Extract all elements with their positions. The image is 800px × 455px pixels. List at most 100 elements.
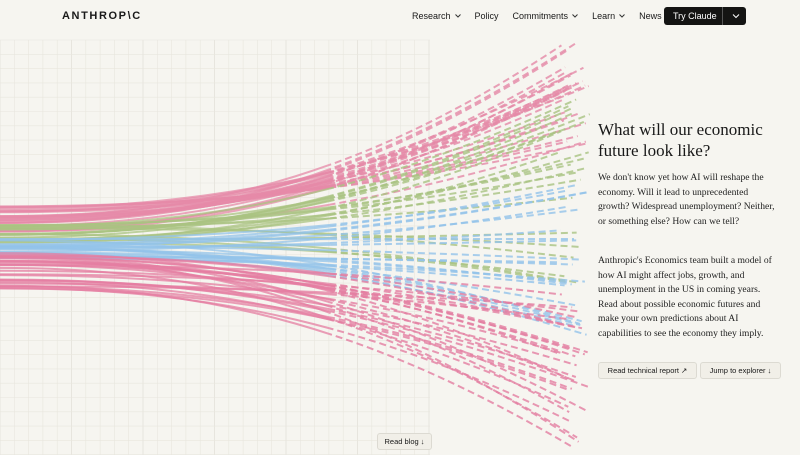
scenario-line bbox=[330, 44, 562, 166]
scenario-line bbox=[330, 265, 565, 287]
scenario-line bbox=[330, 257, 562, 264]
scenario-line bbox=[0, 254, 330, 278]
nav-item[interactable]: News bbox=[639, 11, 662, 21]
scenario-line bbox=[330, 122, 587, 187]
try-claude-button[interactable]: Try Claude bbox=[664, 7, 746, 25]
scenario-line bbox=[0, 199, 330, 239]
nav-link[interactable]: News bbox=[639, 11, 662, 21]
hero-paragraph: We don't know yet how AI will reshape th… bbox=[598, 172, 775, 227]
scenario-line bbox=[330, 249, 582, 261]
scenario-line bbox=[0, 176, 330, 219]
scenario-line bbox=[0, 171, 330, 212]
scenario-line bbox=[330, 135, 578, 187]
scenario-line bbox=[0, 233, 330, 247]
scenario-line bbox=[330, 239, 577, 246]
chevron bbox=[572, 14, 578, 18]
scenario-line bbox=[330, 286, 580, 329]
scenario-line bbox=[330, 171, 578, 211]
scenario-line bbox=[330, 251, 565, 278]
scenario-line bbox=[0, 263, 330, 301]
separator bbox=[721, 7, 723, 25]
scenario-line bbox=[330, 304, 577, 367]
scenario-line bbox=[330, 311, 580, 443]
scenario-line bbox=[0, 177, 330, 220]
scenario-line bbox=[0, 284, 330, 336]
nav-link[interactable]: Research bbox=[412, 11, 451, 21]
scenario-line bbox=[330, 183, 579, 228]
scenario-line bbox=[0, 184, 330, 214]
hero-title: What will our economic future look like? bbox=[598, 120, 763, 160]
scenario-line bbox=[330, 316, 573, 390]
scenario-line bbox=[330, 310, 590, 389]
nav-item[interactable]: Commitments bbox=[513, 11, 579, 21]
scenario-line bbox=[330, 333, 572, 448]
scenario-line bbox=[330, 71, 574, 185]
jump-explorer-button[interactable]: Jump to explorer ↓ bbox=[700, 362, 781, 379]
scenario-line bbox=[330, 151, 589, 215]
scenario-line bbox=[330, 318, 571, 392]
scenario-line bbox=[0, 279, 330, 311]
scenario-line bbox=[330, 327, 573, 424]
scenario-line bbox=[0, 273, 330, 287]
scenario-line bbox=[330, 301, 586, 412]
technical-report-button[interactable]: Read technical report ↗ bbox=[598, 362, 697, 379]
scenario-line bbox=[330, 284, 582, 313]
scenario-line bbox=[330, 191, 590, 232]
scenario-line bbox=[330, 98, 577, 190]
scenario-line bbox=[330, 163, 571, 209]
scenario-line bbox=[330, 272, 587, 336]
scenario-line bbox=[330, 208, 580, 236]
nav-item[interactable]: Policy bbox=[475, 11, 499, 21]
scenario-line bbox=[330, 140, 587, 206]
scenario-line bbox=[330, 111, 566, 183]
scenario-line bbox=[0, 285, 330, 294]
scenario-line bbox=[330, 82, 577, 174]
dropdown-chevron[interactable] bbox=[723, 7, 746, 25]
scenario-line bbox=[330, 42, 576, 171]
nav-link[interactable]: Commitments bbox=[512, 11, 569, 21]
scenario-line bbox=[330, 66, 566, 177]
scenario-line bbox=[330, 247, 578, 284]
cta-label[interactable]: Try Claude bbox=[673, 11, 717, 21]
chevron bbox=[454, 14, 461, 18]
scenario-line bbox=[330, 49, 568, 172]
read-blog-button[interactable]: Read blog ↓ bbox=[377, 433, 432, 450]
nav-links: Research Policy Commitments Learn News bbox=[412, 11, 662, 21]
scenario-line bbox=[0, 236, 330, 253]
nav-item[interactable]: Research bbox=[412, 11, 461, 21]
scenario-line bbox=[0, 257, 330, 315]
scenario-line bbox=[0, 207, 330, 231]
scenario-line bbox=[330, 233, 574, 259]
nav-item[interactable]: Learn bbox=[592, 11, 625, 21]
logo[interactable]: ANTHROP\C bbox=[62, 10, 142, 22]
scenario-line bbox=[330, 298, 578, 383]
scenario-line bbox=[330, 166, 589, 220]
scenario-line bbox=[0, 225, 330, 246]
hero-paragraph: Anthropic's Economics team built a model… bbox=[598, 255, 772, 339]
nav-link[interactable]: Policy bbox=[474, 11, 499, 21]
scenario-lines bbox=[0, 42, 591, 448]
scenario-line bbox=[0, 174, 330, 221]
scenario-line bbox=[0, 287, 330, 321]
scenario-line bbox=[330, 178, 581, 216]
scenario-line bbox=[330, 263, 585, 283]
scenario-line bbox=[0, 274, 330, 301]
scenario-line bbox=[0, 241, 330, 250]
chevron bbox=[619, 14, 625, 18]
scenario-line bbox=[330, 284, 588, 354]
scenario-line bbox=[330, 142, 590, 189]
scenario-line bbox=[330, 267, 576, 307]
scenario-line bbox=[0, 169, 330, 224]
scenario-line bbox=[330, 98, 564, 184]
scenario-line bbox=[330, 288, 576, 358]
scenario-line bbox=[330, 305, 570, 413]
scenario-line bbox=[330, 272, 562, 296]
nav-link[interactable]: Learn bbox=[592, 11, 616, 21]
scenario-line bbox=[330, 229, 561, 244]
scenario-line bbox=[0, 187, 330, 228]
scenario-line bbox=[0, 269, 330, 289]
scenario-line bbox=[330, 130, 562, 209]
